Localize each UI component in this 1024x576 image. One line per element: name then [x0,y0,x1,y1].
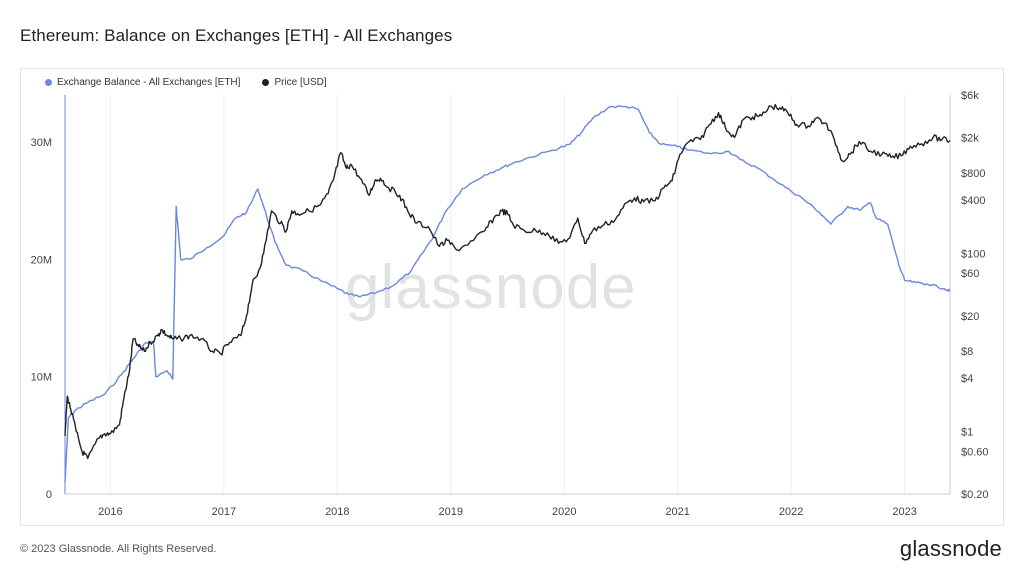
right-tick-label: $1 [961,427,973,439]
footer-copyright: © 2023 Glassnode. All Rights Reserved. [20,543,217,555]
watermark: glassnode [345,253,637,322]
balance-series-line [64,105,951,483]
x-tick-label: 2021 [665,506,689,518]
right-tick-labels: $0.20 $0.60 $1 $4 $8 $20 $60 $100 $400 $800 $2k $6k [961,90,989,501]
legend-label-price: Price [USD] [274,77,327,88]
x-tick-labels: 2016 2017 2018 2019 2020 2021 2022 2023 [98,506,917,518]
right-tick-label: $4 [961,373,973,385]
right-tick-label: $0.20 [961,489,989,501]
x-tick-label: 2018 [325,506,349,518]
legend-dot-balance-icon [45,79,52,86]
right-tick-label: $0.60 [961,446,989,458]
left-tick-label: 0 [46,489,52,501]
legend-label-balance: Exchange Balance - All Exchanges [ETH] [57,77,241,88]
right-tick-label: $60 [961,268,979,280]
grid-lines [109,95,906,494]
right-tick-label: $2k [961,133,979,145]
right-tick-label: $8 [961,346,973,358]
x-tick-label: 2022 [779,506,803,518]
right-tick-label: $400 [961,195,985,207]
left-tick-label: 10M [31,372,52,384]
x-tick-label: 2017 [212,506,236,518]
footer-brand-logo: glassnode [899,536,1002,561]
chart-frame [20,68,1004,526]
legend-item-price[interactable]: Price [USD] [262,77,327,88]
right-tick-label: $100 [961,248,985,260]
x-tick-label: 2016 [98,506,122,518]
right-tick-label: $800 [961,168,985,180]
x-tick-label: 2023 [892,506,916,518]
chart-legend: Exchange Balance - All Exchanges [ETH] P… [45,77,327,88]
right-tick-label: $20 [961,311,979,323]
left-tick-label: 20M [31,254,52,266]
legend-item-balance[interactable]: Exchange Balance - All Exchanges [ETH] [45,77,240,88]
left-tick-label: 30M [31,137,52,149]
price-series-line [64,103,951,460]
axes [64,95,951,495]
series-lines [64,103,951,483]
x-tick-label: 2020 [552,506,576,518]
legend-dot-price-icon [262,79,270,86]
right-tick-label: $6k [961,90,979,102]
x-tick-label: 2019 [439,506,463,518]
left-tick-labels: 0 10M 20M 30M [31,137,52,501]
chart-title: Ethereum: Balance on Exchanges [ETH] - A… [20,26,453,45]
